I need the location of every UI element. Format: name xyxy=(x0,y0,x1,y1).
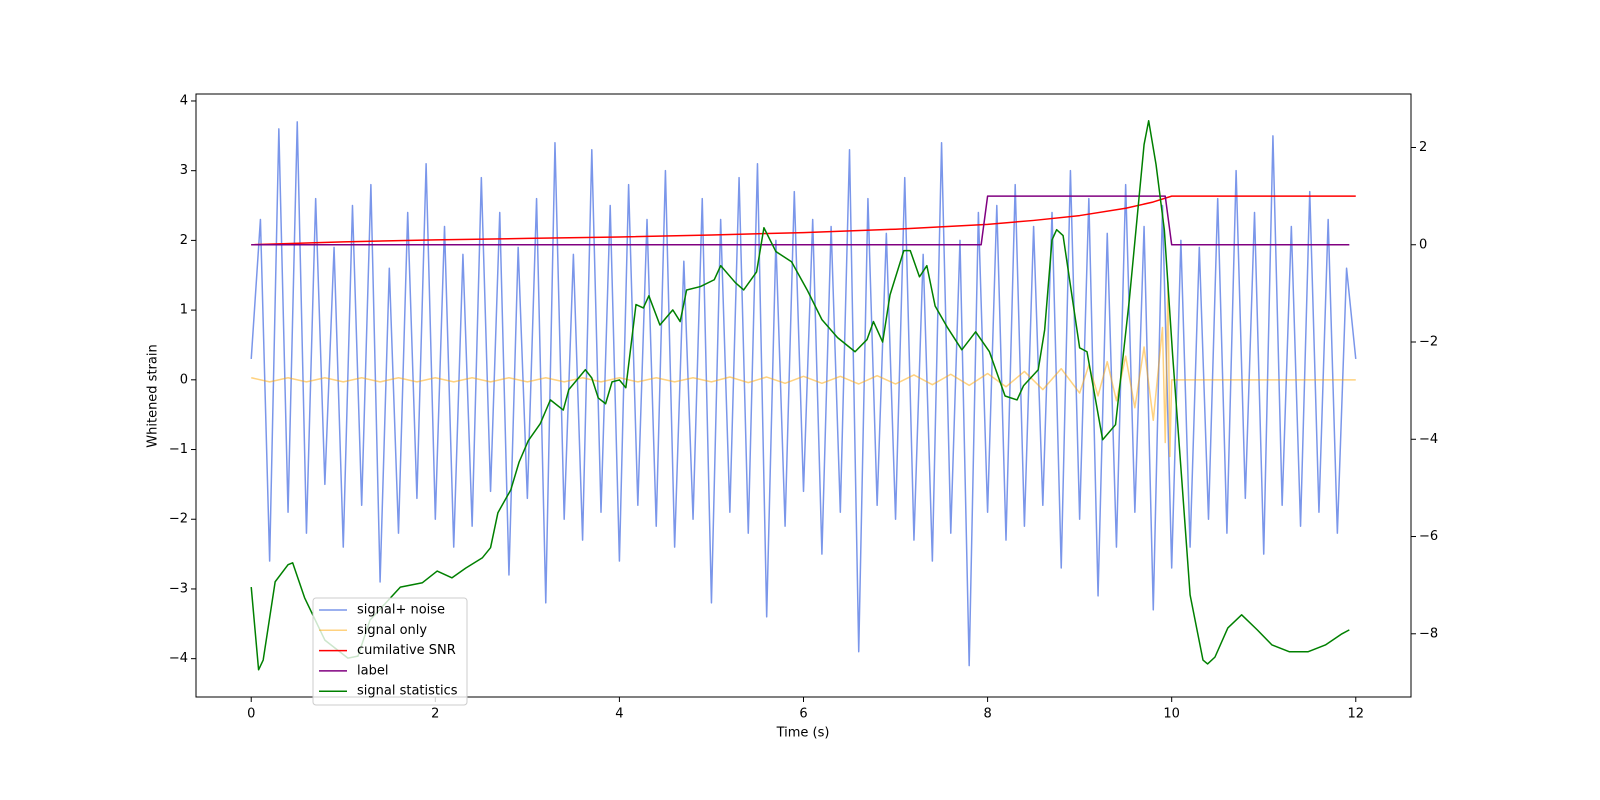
x-tick-label: 0 xyxy=(247,707,255,722)
x-tick-label: 4 xyxy=(615,707,623,722)
x-tick-label: 6 xyxy=(799,707,807,722)
series-line xyxy=(250,121,1357,667)
y-tick-label: −2 xyxy=(169,512,188,527)
legend-label: signal+ noise xyxy=(357,603,445,618)
legend-box xyxy=(312,597,468,706)
y2-tick-label: 0 xyxy=(1419,237,1427,252)
y2-tick-label: −2 xyxy=(1419,335,1438,350)
x-tick-label: 12 xyxy=(1347,707,1364,722)
y-tick-label: 0 xyxy=(180,372,188,387)
y-tick-label: 2 xyxy=(180,233,188,248)
y-axis-label: Whitened strain xyxy=(146,344,161,447)
y-tick-label: −4 xyxy=(169,651,188,666)
y-tick-label: −3 xyxy=(169,581,188,596)
legend-label: signal only xyxy=(357,623,427,638)
legend-label: label xyxy=(357,663,388,678)
series-line xyxy=(251,195,1356,246)
legend-label: cumilative SNR xyxy=(357,643,456,658)
series-line xyxy=(250,120,1350,671)
legend-label: signal statistics xyxy=(357,684,458,699)
y2-tick-label: −6 xyxy=(1419,529,1438,544)
y-tick-label: 1 xyxy=(180,303,188,318)
plot-area xyxy=(250,120,1357,671)
series-line xyxy=(251,195,1350,246)
x-axis-label: Time (s) xyxy=(776,726,830,741)
y2-tick-label: −4 xyxy=(1419,432,1438,447)
x-tick-label: 10 xyxy=(1163,707,1180,722)
series-line xyxy=(251,281,1356,458)
x-tick-label: 2 xyxy=(431,707,439,722)
y-tick-label: 3 xyxy=(180,163,188,178)
y-tick-label: −1 xyxy=(169,442,188,457)
y2-tick-label: −8 xyxy=(1419,626,1438,641)
y2-tick-label: 2 xyxy=(1419,140,1427,155)
y-tick-label: 4 xyxy=(180,93,188,108)
x-tick-label: 8 xyxy=(983,707,991,722)
